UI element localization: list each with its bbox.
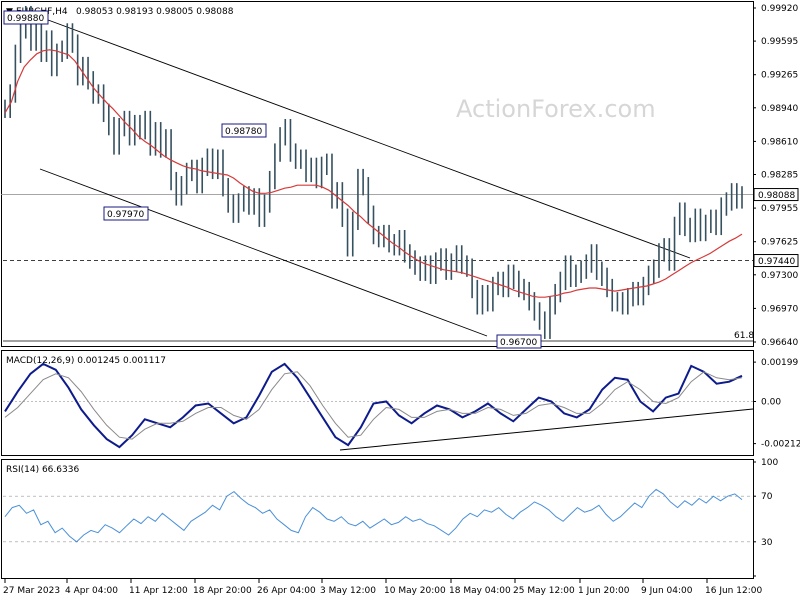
price-tick-label: 0.96640 xyxy=(761,338,798,348)
macd-trend-line xyxy=(339,408,754,451)
current-price-label: 0.98088 xyxy=(758,191,795,201)
rsi-axis-ticks: 100 70 30 xyxy=(753,458,778,577)
price-tick-label: 0.98610 xyxy=(761,137,798,147)
support-level-box xyxy=(753,254,799,268)
price-axis-ticks: 0.99920 0.99595 0.99265 0.98940 0.98610 0.982… xyxy=(753,4,798,348)
macd-signal-line xyxy=(4,371,743,440)
price-moving-average-line xyxy=(4,49,743,298)
price-levels-layer: 0.98088 0.97440 61.8 xyxy=(1,188,799,342)
rsi-tick-label: 100 xyxy=(761,458,778,468)
rsi-lines-layer xyxy=(3,488,753,543)
header-ohlc: 0.98053 0.98193 0.98005 0.98088 xyxy=(76,7,234,17)
macd-tick-label: -0.002126 xyxy=(761,440,800,450)
price-annotation-label: 0.99880 xyxy=(7,14,44,24)
price-annotation-box xyxy=(3,10,49,25)
price-annotation-box xyxy=(496,334,542,349)
time-tick-label: 18 Apr 20:00 xyxy=(193,586,252,596)
price-annotation-label: 0.96700 xyxy=(500,338,537,348)
time-tick-label: 26 Apr 04:00 xyxy=(257,586,316,596)
price-tick-label: 0.98940 xyxy=(761,104,798,114)
price-tick-label: 0.97300 xyxy=(761,271,798,281)
channel-lower-line xyxy=(39,168,488,337)
macd-tick-label: 0.00 xyxy=(761,398,781,408)
price-tick-label: 0.98285 xyxy=(761,170,798,180)
macd-title: MACD(12,26,9) 0.001245 0.001117 xyxy=(6,356,166,366)
price-tick-label: 0.99920 xyxy=(761,4,798,14)
watermark-text: ActionForex.com xyxy=(456,95,656,123)
price-candles-layer xyxy=(4,5,743,339)
macd-panel-frame xyxy=(1,350,754,456)
price-tick-label: 0.99265 xyxy=(761,71,798,81)
rsi-tick-label: 70 xyxy=(761,492,773,502)
current-price-box xyxy=(753,188,799,202)
time-tick-label: 11 Apr 12:00 xyxy=(129,586,188,596)
support-level-label: 0.97440 xyxy=(758,257,795,267)
time-tick-label: 25 May 12:00 xyxy=(513,586,575,596)
price-annotations-layer: 0.99880 0.98780 0.97970 0.96700 xyxy=(3,10,542,349)
time-tick-label: 9 Jun 04:00 xyxy=(641,586,693,596)
price-annotation-label: 0.97970 xyxy=(107,210,144,220)
price-annotation-label: 0.98780 xyxy=(225,127,262,137)
price-annotation-box xyxy=(103,206,149,221)
time-tick-label: 16 Jun 12:00 xyxy=(705,586,762,596)
price-tick-label: 0.97625 xyxy=(761,238,798,248)
channel-upper-line xyxy=(39,16,691,259)
fibonacci-level-label: 61.8 xyxy=(734,331,754,341)
time-tick-label: 3 May 12:00 xyxy=(320,586,376,596)
macd-lines-layer xyxy=(3,362,754,451)
time-tick-label: 27 Mar 2023 xyxy=(3,586,60,596)
rsi-title: RSI(14) 66.6336 xyxy=(6,465,79,475)
rsi-tick-label: 30 xyxy=(761,538,773,548)
time-tick-label: 10 May 20:00 xyxy=(384,586,446,596)
time-tick-label: 4 Apr 04:00 xyxy=(65,586,118,596)
time-tick-label: 18 May 04:00 xyxy=(449,586,511,596)
macd-line xyxy=(4,362,743,449)
rsi-line xyxy=(4,488,743,543)
price-tick-label: 0.96970 xyxy=(761,304,798,314)
time-tick-label: 1 Jun 20:00 xyxy=(578,586,630,596)
macd-axis-ticks: 0.00199 0.00 -0.002126 xyxy=(753,358,800,450)
macd-tick-label: 0.00199 xyxy=(761,358,798,368)
price-annotation-box xyxy=(221,123,267,138)
price-tick-label: 0.99595 xyxy=(761,37,798,47)
price-channel-layer xyxy=(39,16,691,337)
time-axis-ticks: 27 Mar 2023 4 Apr 04:00 11 Apr 12:00 18 Apr… xyxy=(3,579,762,596)
rsi-panel-frame xyxy=(1,459,754,579)
price-tick-label: 0.97955 xyxy=(761,204,798,214)
